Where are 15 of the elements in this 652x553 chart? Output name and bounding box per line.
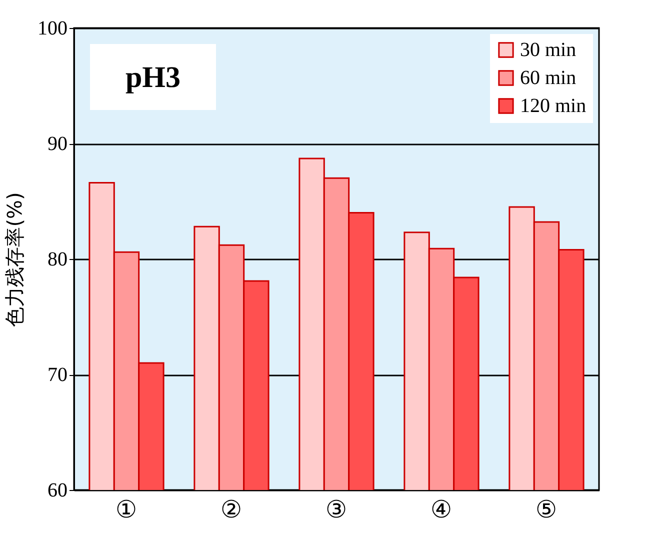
x-tick-label: ④ xyxy=(430,498,452,524)
legend-label: 60 min xyxy=(520,67,576,89)
text: pH3 xyxy=(125,61,181,94)
x-tick-label: ⑤ xyxy=(536,498,558,524)
y-tick-label: 90 xyxy=(48,133,68,155)
legend-label: 120 min xyxy=(520,95,586,117)
y-tick-label: 100 xyxy=(38,18,68,40)
x-tick-label: ① xyxy=(116,498,138,524)
y-tick-label: 80 xyxy=(48,248,68,270)
y-tick-label: 60 xyxy=(48,480,68,502)
y-axis-title: 色力残存率(%) xyxy=(2,192,26,327)
x-tick-label: ③ xyxy=(326,498,348,524)
x-tick-label: ② xyxy=(220,498,242,524)
y-tick-label: 70 xyxy=(48,364,68,386)
legend-label: 30 min xyxy=(520,39,576,61)
